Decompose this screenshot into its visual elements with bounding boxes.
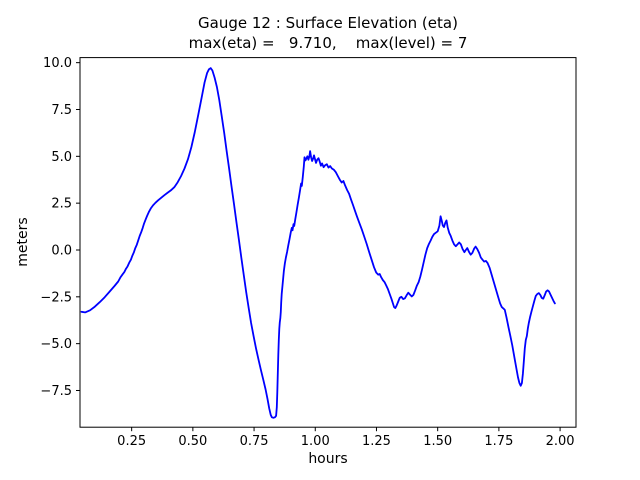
chart-subtitle: max(eta) = 9.710, max(level) = 7 (188, 34, 468, 52)
x-tick-label: 1.75 (484, 434, 513, 449)
y-tick-label: 10.0 (43, 56, 72, 71)
x-tick-label: 0.75 (240, 434, 269, 449)
x-tick-label: 2.00 (546, 434, 575, 449)
chart-title: Gauge 12 : Surface Elevation (eta) (198, 14, 458, 32)
x-tick-label: 0.25 (117, 434, 146, 449)
y-tick-label: 7.5 (51, 103, 72, 118)
x-tick-label: 1.25 (362, 434, 391, 449)
y-tick-label: −5.0 (40, 337, 72, 352)
y-axis-label: meters (15, 217, 31, 267)
y-tick-label: 5.0 (51, 150, 72, 165)
x-tick-label: 1.00 (301, 434, 330, 449)
y-tick-label: 2.5 (51, 197, 72, 212)
x-tick-label: 1.50 (423, 434, 452, 449)
y-tick-label: 0.0 (51, 243, 72, 258)
y-tick-label: −2.5 (40, 290, 72, 305)
x-axis-label: hours (308, 451, 348, 467)
y-tick-label: −7.5 (40, 384, 72, 399)
x-tick-label: 0.50 (178, 434, 207, 449)
chart-title-block: Gauge 12 : Surface Elevation (eta) max(e… (80, 13, 576, 53)
plot-frame (79, 57, 577, 428)
eta-line (80, 67, 556, 419)
